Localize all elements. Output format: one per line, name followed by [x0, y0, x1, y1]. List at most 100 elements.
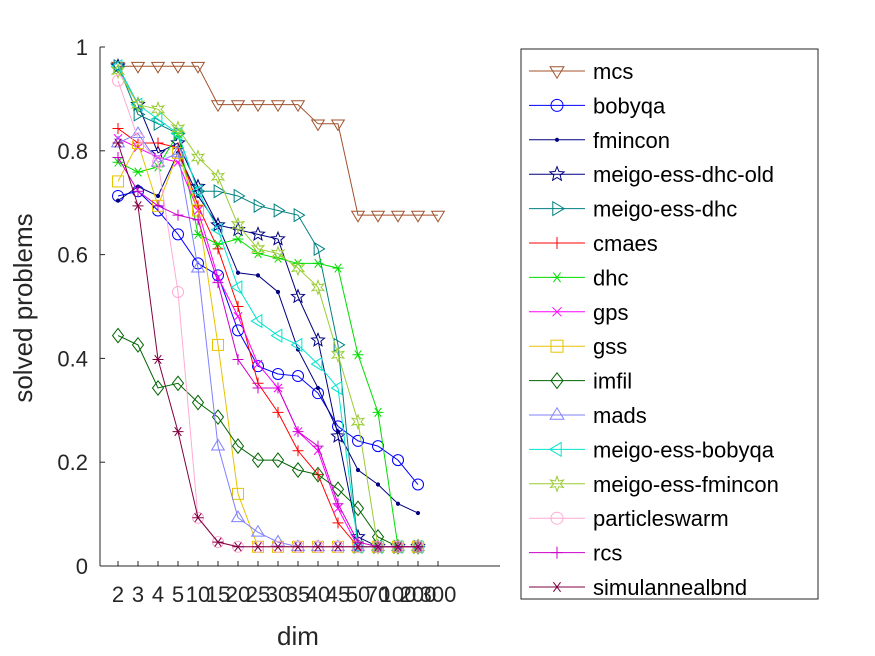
data-point — [170, 61, 186, 74]
data-point — [290, 337, 303, 353]
data-point — [352, 536, 364, 548]
data-point — [172, 209, 184, 221]
y-tick-label: 0.2 — [57, 450, 88, 475]
data-point — [412, 542, 424, 552]
data-point — [271, 452, 285, 469]
data-point — [255, 273, 261, 278]
data-point — [332, 498, 344, 510]
legend-item-rcs[interactable]: rcs — [529, 541, 622, 566]
legend-swatch-marker — [552, 306, 562, 317]
legend[interactable]: mcs bobyqa fmincon meigo-ess-dhc-old meigo-e… — [520, 48, 819, 600]
x-tick-label: 50 — [346, 582, 370, 607]
data-point — [352, 434, 364, 447]
x-tick-label: 40 — [306, 582, 330, 607]
data-point — [110, 135, 126, 148]
data-point — [250, 226, 266, 242]
series-line-bobyqa — [117, 190, 419, 485]
legend-swatch-marker — [551, 546, 563, 559]
data-point — [350, 413, 366, 431]
x-tick-label: 25 — [246, 582, 270, 607]
series-mcs — [110, 61, 446, 223]
legend-item-meigo-ess-fmincon[interactable]: meigo-ess-fmincon — [529, 472, 779, 497]
data-point — [292, 426, 304, 438]
data-point — [270, 245, 286, 262]
x-tick-label: 2 — [112, 582, 124, 607]
legend-swatch-marker — [550, 511, 564, 525]
data-point — [293, 207, 306, 223]
data-point — [315, 385, 321, 391]
data-point — [152, 200, 164, 212]
series-imfil — [111, 327, 425, 555]
data-point — [430, 210, 446, 223]
data-point — [270, 100, 286, 113]
data-point — [210, 216, 226, 232]
data-point — [232, 487, 244, 500]
data-point — [233, 188, 246, 204]
data-point — [150, 100, 166, 118]
data-point — [112, 152, 124, 164]
legend-label: cmaes — [593, 231, 658, 256]
x-tick-label: 5 — [172, 582, 184, 607]
legend-item-bobyqa[interactable]: bobyqa — [529, 93, 666, 118]
x-tick-label: 35 — [286, 582, 310, 607]
legend-item-meigo-ess-dhc[interactable]: meigo-ess-dhc — [529, 197, 737, 222]
data-point — [250, 524, 266, 537]
data-point — [150, 61, 166, 74]
data-point — [310, 119, 326, 132]
axes — [99, 47, 500, 567]
legend-item-mcs[interactable]: mcs — [529, 59, 633, 84]
data-point — [292, 370, 304, 383]
data-point — [331, 481, 345, 498]
legend-swatch-marker — [550, 339, 564, 353]
legend-swatch-marker — [551, 272, 563, 283]
data-point — [370, 210, 386, 223]
data-point — [390, 210, 406, 223]
data-point — [252, 360, 264, 373]
legend-item-gss[interactable]: gss — [529, 334, 627, 359]
series-line-rcs — [117, 157, 418, 548]
data-point — [210, 168, 226, 186]
legend-item-dhc[interactable]: dhc — [529, 265, 628, 290]
legend-label: particleswarm — [593, 506, 729, 531]
legend-swatch-marker — [551, 581, 563, 593]
data-point — [172, 146, 184, 159]
legend-item-imfil[interactable]: imfil — [529, 369, 632, 394]
data-point — [212, 277, 224, 289]
legend-item-particleswarm[interactable]: particleswarm — [529, 506, 729, 531]
legend-label: bobyqa — [593, 93, 666, 118]
plot-background — [100, 47, 500, 566]
y-tick-label: 0 — [76, 554, 88, 579]
data-point — [392, 542, 404, 552]
legend-item-cmaes[interactable]: cmaes — [529, 231, 658, 256]
data-point — [250, 240, 266, 258]
data-point — [372, 407, 384, 418]
data-point — [290, 259, 306, 277]
legend-item-gps[interactable]: gps — [529, 300, 628, 325]
x-tick-label: 300 — [420, 582, 457, 607]
legend-item-mads[interactable]: mads — [529, 403, 647, 428]
x-tick-label: 10 — [186, 582, 210, 607]
data-point — [290, 539, 306, 552]
data-point — [352, 542, 364, 552]
data-point — [152, 137, 164, 149]
legend-item-meigo-ess-bobyqa[interactable]: meigo-ess-bobyqa — [529, 437, 775, 462]
data-point — [192, 513, 204, 523]
legend-item-simulannealbnd[interactable]: simulannealbnd — [529, 575, 747, 600]
legend-swatch-marker — [549, 66, 565, 80]
x-tick-label: 4 — [152, 582, 164, 607]
data-point — [312, 258, 324, 269]
legend-swatch-marker — [550, 371, 564, 390]
legend-item-fmincon[interactable]: fmincon — [529, 128, 670, 153]
y-axis-label: solved problems — [8, 213, 38, 402]
data-point — [131, 336, 145, 353]
legend-label: mcs — [593, 59, 633, 84]
data-point — [112, 138, 124, 148]
data-point — [230, 100, 246, 113]
series-line-meigo-ess-dhc-old — [117, 65, 418, 548]
legend-item-meigo-ess-dhc-old[interactable]: meigo-ess-dhc-old — [529, 162, 774, 187]
data-point — [192, 214, 204, 226]
series-line-simulannealbnd — [117, 142, 418, 548]
data-point — [172, 228, 184, 241]
